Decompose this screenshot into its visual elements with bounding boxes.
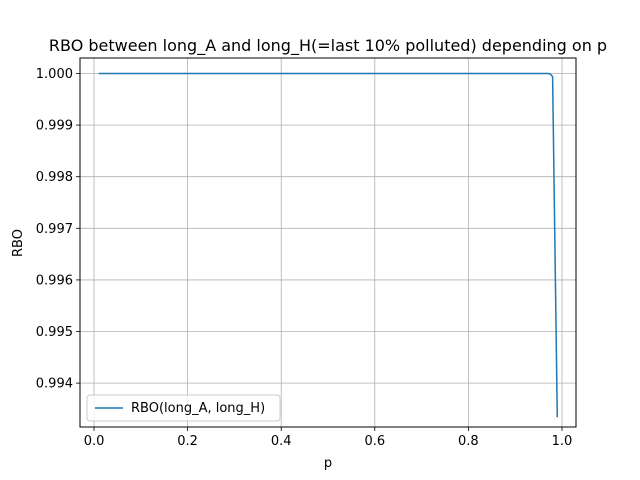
legend: RBO(long_A, long_H): [86, 394, 281, 422]
x-tick-label: 0.2: [177, 434, 198, 449]
chart-title: RBO between long_A and long_H(=last 10% …: [49, 36, 607, 56]
series-layer: [98, 72, 559, 418]
x-tick-label: 1.0: [552, 434, 573, 449]
y-tick-label: 0.999: [36, 119, 73, 134]
series-line: [98, 72, 559, 418]
x-tick-label: 0.6: [364, 434, 385, 449]
plot-frame: [79, 57, 577, 428]
y-tick-label: 0.995: [36, 325, 73, 340]
y-tick-label: 1.000: [36, 67, 73, 82]
grid: [80, 58, 576, 427]
y-tick-label: 0.996: [36, 273, 73, 288]
y-tick-label: 0.997: [36, 222, 73, 237]
x-tick-label: 0.8: [458, 434, 479, 449]
x-tick-label: 0.4: [271, 434, 292, 449]
legend-box: [86, 394, 281, 422]
y-axis-label: RBO: [11, 229, 26, 257]
y-tick-label: 0.998: [36, 170, 73, 185]
x-axis-ticks: 0.0 0.2 0.4 0.6 0.8 1.0: [84, 427, 573, 449]
y-axis-ticks: 0.994 0.995 0.996 0.997 0.998 0.999 1.000: [36, 67, 80, 392]
x-axis-label: p: [324, 456, 332, 471]
x-tick-label: 0.0: [84, 434, 105, 449]
y-tick-label: 0.994: [36, 377, 73, 392]
legend-label: RBO(long_A, long_H): [131, 401, 265, 416]
